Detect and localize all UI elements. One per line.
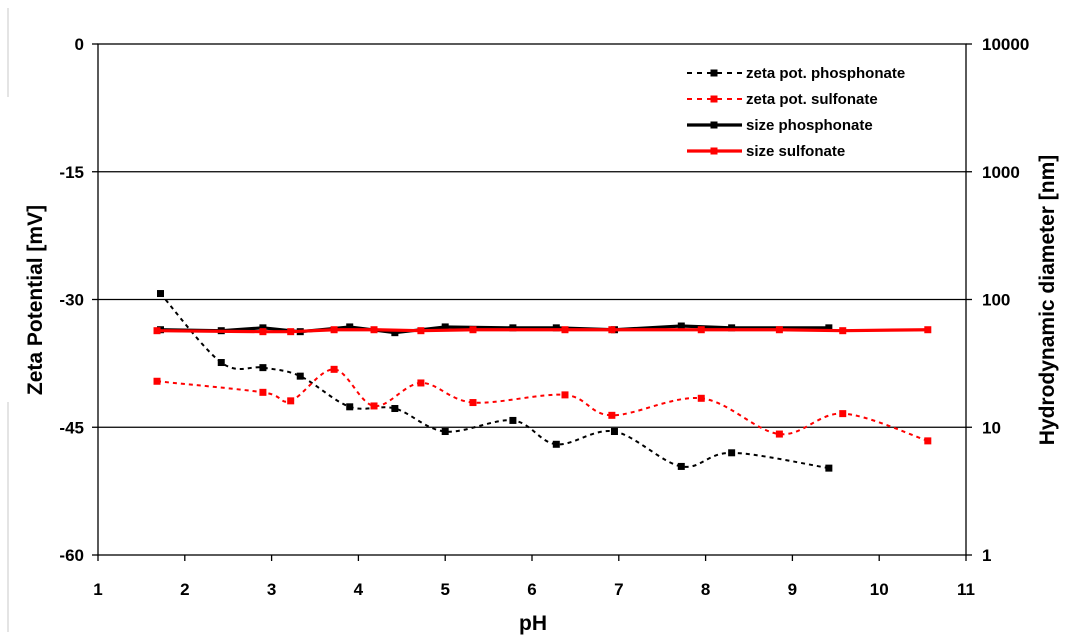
x-axis-ticks: 1 2 3 4 5 6 7 8 9 10 11 xyxy=(93,555,975,599)
y-right-axis-title: Hydrodynamic diameter [nm] xyxy=(1036,155,1059,446)
series-0-point-10 xyxy=(677,462,685,470)
x-tick-label-8: 9 xyxy=(788,580,797,599)
legend-marker-1 xyxy=(710,95,718,103)
series-3-point-3 xyxy=(330,326,338,334)
x-tick-label-4: 5 xyxy=(440,580,449,599)
series-1-point-1 xyxy=(259,388,267,396)
series-0-point-4 xyxy=(346,403,354,411)
series-0-point-11 xyxy=(728,449,736,457)
legend-marker-0 xyxy=(710,69,718,77)
series-3-point-9 xyxy=(697,326,705,334)
series-0-point-8 xyxy=(552,440,560,448)
y-left-tick-label-4: -60 xyxy=(59,546,84,565)
series-line-1 xyxy=(156,368,929,442)
series-1-point-9 xyxy=(697,394,705,402)
series-0-point-3 xyxy=(296,372,304,380)
y-right-tick-label-1: 1000 xyxy=(982,163,1020,182)
series-2-point-7 xyxy=(509,324,517,332)
legend: zeta pot. phosphonate zeta pot. sulfonate… xyxy=(677,57,942,164)
y-right-tick-label-4: 1 xyxy=(982,546,991,565)
y-left-tick-label-3: -45 xyxy=(59,418,84,437)
series-1-point-0 xyxy=(153,377,161,385)
legend-box xyxy=(677,57,942,164)
series-0 xyxy=(156,290,833,472)
y-left-tick-label-2: -30 xyxy=(59,291,84,310)
x-tick-label-10: 11 xyxy=(957,580,975,599)
series-0-point-5 xyxy=(391,405,399,413)
y-left-axis-title: Zeta Potential [mV] xyxy=(24,205,47,395)
series-2-point-6 xyxy=(441,323,449,331)
x-tick-label-9: 10 xyxy=(870,580,889,599)
series-3-point-8 xyxy=(608,326,616,334)
series-0-point-6 xyxy=(441,428,449,436)
series-1-point-2 xyxy=(287,397,295,405)
series-0-point-12 xyxy=(825,464,833,472)
y-right-tick-label-0: 10000 xyxy=(982,35,1029,54)
series-1-point-10 xyxy=(775,430,783,438)
series-1-point-6 xyxy=(469,399,477,407)
legend-marker-2 xyxy=(710,121,718,129)
legend-label-0: zeta pot. phosphonate xyxy=(746,65,905,82)
y-left-tick-label-0: 0 xyxy=(75,35,84,54)
series-1-point-5 xyxy=(417,379,425,387)
legend-label-1: zeta pot. sulfonate xyxy=(746,91,878,108)
x-axis-title: pH xyxy=(519,612,547,635)
series-3-point-5 xyxy=(417,327,425,335)
y-right-tick-label-2: 100 xyxy=(982,291,1010,310)
series-1 xyxy=(153,365,932,445)
series-1-point-12 xyxy=(924,437,932,445)
series-3-point-2 xyxy=(287,328,295,336)
legend-label-3: size sulfonate xyxy=(746,143,845,160)
x-tick-label-2: 3 xyxy=(267,580,276,599)
series-0-point-1 xyxy=(217,359,225,367)
series-1-point-4 xyxy=(370,402,378,410)
series-3-point-0 xyxy=(153,327,161,335)
series-3-point-12 xyxy=(924,326,932,334)
series-2-point-8 xyxy=(552,324,560,332)
legend-label-2: size phosphonate xyxy=(746,117,873,134)
series-0-point-9 xyxy=(610,428,618,436)
x-tick-label-5: 6 xyxy=(527,580,536,599)
series-3-point-1 xyxy=(259,328,267,336)
series-1-point-3 xyxy=(330,365,338,373)
series-3-point-4 xyxy=(370,326,378,334)
series-3-point-11 xyxy=(839,327,847,335)
series-0-point-0 xyxy=(156,290,164,298)
series-2-point-11 xyxy=(728,324,736,332)
x-tick-label-0: 1 xyxy=(93,580,102,599)
series-1-point-7 xyxy=(561,391,569,399)
y-left-tick-label-1: -15 xyxy=(59,163,84,182)
series-2-point-10 xyxy=(677,322,685,330)
series-2-point-2 xyxy=(259,324,267,332)
series-3-point-7 xyxy=(561,326,569,334)
legend-marker-3 xyxy=(710,147,718,155)
series-3-point-6 xyxy=(469,326,477,334)
series-line-0 xyxy=(159,292,830,470)
y-right-axis-ticks: 10000 1000 100 10 1 xyxy=(966,35,1029,565)
x-tick-label-6: 7 xyxy=(614,580,623,599)
series-3 xyxy=(153,326,932,336)
series-2-point-12 xyxy=(825,324,833,332)
series-2-point-4 xyxy=(346,323,354,331)
series-0-point-7 xyxy=(509,416,517,424)
series-0-point-2 xyxy=(259,364,267,372)
x-tick-label-1: 2 xyxy=(180,580,189,599)
y-right-tick-label-3: 10 xyxy=(982,418,1001,437)
series-1-point-11 xyxy=(839,410,847,418)
x-tick-label-7: 8 xyxy=(701,580,710,599)
series-layer xyxy=(153,290,932,472)
series-2-point-5 xyxy=(391,329,399,337)
series-3-point-10 xyxy=(775,326,783,334)
grid-lines xyxy=(98,171,966,428)
x-tick-label-3: 4 xyxy=(354,580,364,599)
series-1-point-8 xyxy=(608,411,616,419)
y-left-axis-ticks: 0 -15 -30 -45 -60 xyxy=(59,35,98,565)
